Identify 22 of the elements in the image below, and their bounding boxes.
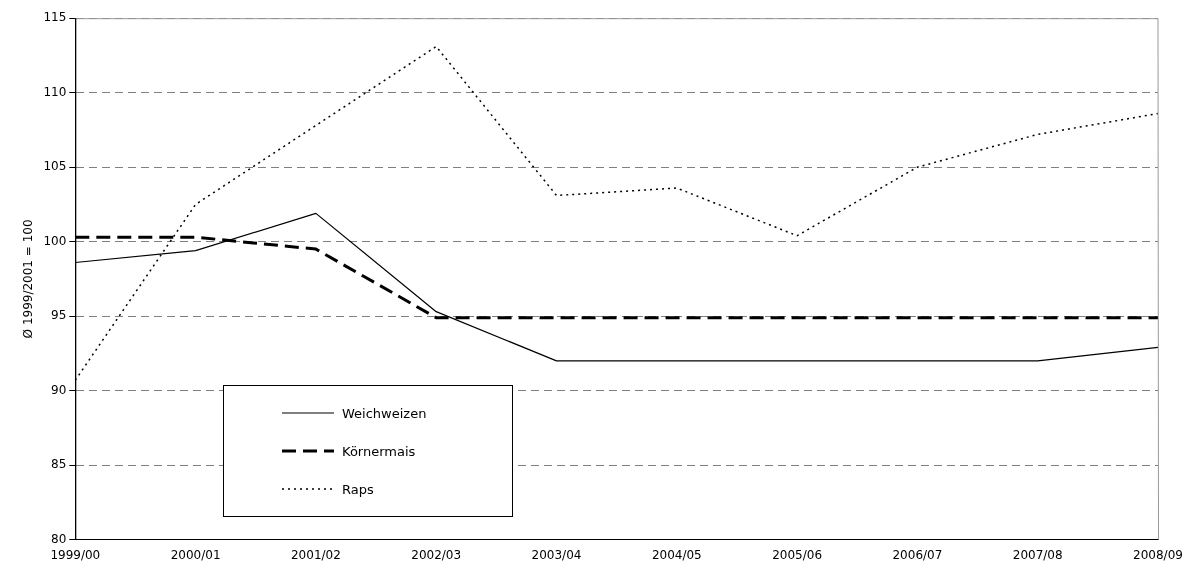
x-tick-label: 1999/00: [50, 547, 101, 562]
x-tick-label: 2000/01: [170, 547, 221, 562]
x-tick-label: 2003/04: [531, 547, 582, 562]
x-tick-label: 2007/08: [1012, 547, 1063, 562]
legend-label: Körnermais: [342, 443, 416, 459]
x-tick-label: 2005/06: [772, 547, 823, 562]
y-tick-label: 85: [51, 457, 67, 472]
y-tick-label: 90: [51, 382, 67, 397]
legend-label: Weichweizen: [342, 405, 427, 421]
y-tick-label: 100: [43, 233, 67, 248]
x-tick-label: 2004/05: [651, 547, 702, 562]
y-tick-label: 95: [51, 308, 67, 323]
x-tick-label: 2001/02: [290, 547, 341, 562]
y-tick-label: 105: [43, 159, 67, 174]
legend-label: Raps: [342, 481, 374, 497]
y-axis-title: Ø 1999/2001 = 100: [21, 219, 36, 339]
y-tick-label: 80: [51, 531, 67, 546]
y-tick-label: 110: [43, 84, 67, 99]
x-tick-label: 2006/07: [892, 547, 943, 562]
y-tick-label: 115: [43, 10, 67, 25]
x-tick-label: 2008/09: [1133, 547, 1183, 562]
x-tick-label: 2002/03: [411, 547, 462, 562]
